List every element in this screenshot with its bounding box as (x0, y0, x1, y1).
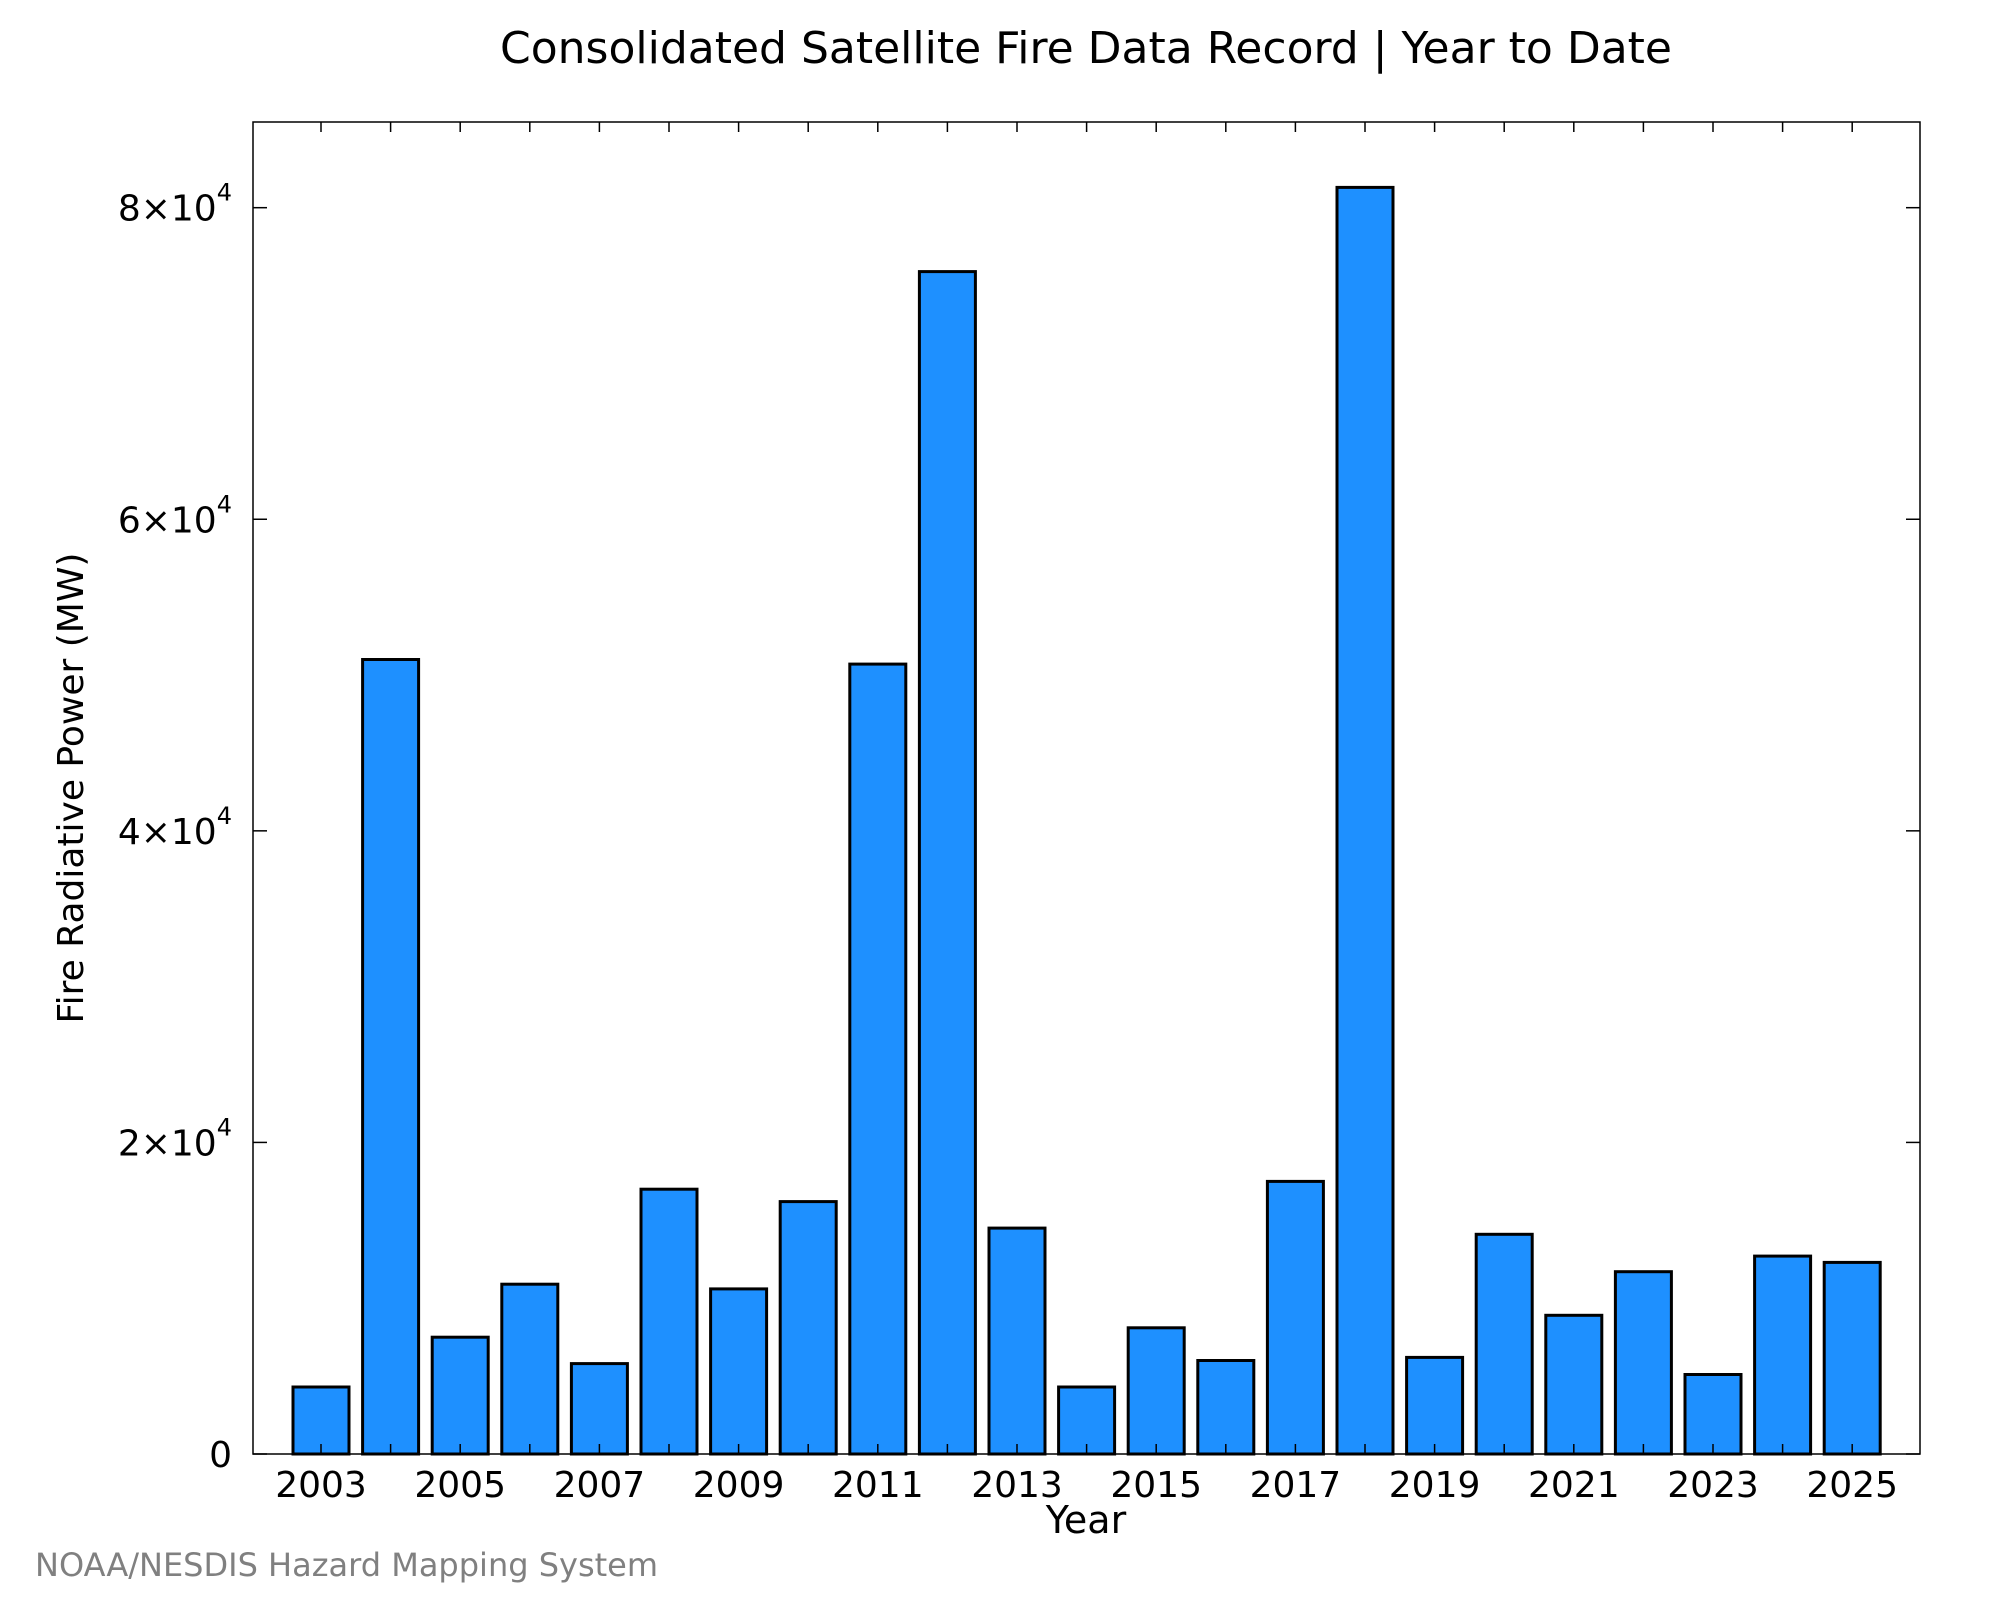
x-tick-label-2019: 2019 (1389, 1465, 1481, 1506)
bar-2022 (1613, 1270, 1673, 1456)
bar-2005 (430, 1335, 490, 1456)
y-tick-label: 0 (209, 1435, 232, 1476)
y-tick-label: 2×104 (118, 1113, 232, 1164)
x-tick-label-2023: 2023 (1667, 1465, 1759, 1506)
bar-2004 (361, 658, 421, 1456)
chart-title: Consolidated Satellite Fire Data Record … (500, 23, 1672, 74)
bar-2025 (1822, 1260, 1882, 1456)
y-tick-label: 8×104 (118, 179, 232, 230)
x-tick-label-2011: 2011 (832, 1465, 924, 1506)
bar-2011 (848, 662, 908, 1456)
x-tick-label-2021: 2021 (1528, 1465, 1620, 1506)
y-tick-label: 6×104 (118, 490, 232, 541)
y-axis-ticks: 0 2×104 4×104 6×104 8×104 (118, 179, 1920, 1476)
bar-2017 (1265, 1179, 1325, 1456)
bar-2014 (1057, 1385, 1117, 1456)
bar-2023 (1683, 1373, 1743, 1456)
bar-2021 (1544, 1313, 1604, 1456)
bar-series (291, 185, 1882, 1456)
bar-2016 (1196, 1359, 1256, 1456)
x-axis-label: Year (1045, 1498, 1127, 1542)
bar-2012 (917, 270, 977, 1456)
bar-2008 (639, 1187, 699, 1456)
bar-2007 (569, 1362, 629, 1456)
bar-2019 (1405, 1355, 1465, 1456)
plot-area-frame (252, 121, 1921, 1455)
x-tick-label-2025: 2025 (1806, 1465, 1898, 1506)
y-axis-label: Fire Radiative Power (MW) (51, 553, 92, 1024)
bar-2020 (1474, 1232, 1534, 1456)
x-tick-label-2015: 2015 (1110, 1465, 1202, 1506)
x-tick-label-2007: 2007 (554, 1465, 646, 1506)
x-tick-label-2017: 2017 (1250, 1465, 1342, 1506)
bar-2009 (709, 1287, 769, 1456)
bar-2013 (987, 1226, 1047, 1456)
x-tick-label-2005: 2005 (414, 1465, 506, 1506)
bar-2018 (1335, 185, 1395, 1456)
x-axis-ticks: 2003 2005 2007 2009 2011 2013 2015 2017 2019 2021… (275, 122, 1898, 1506)
bar-2003 (291, 1385, 351, 1456)
x-tick-label-2013: 2013 (971, 1465, 1063, 1506)
bar-2015 (1126, 1326, 1186, 1456)
x-tick-label-2009: 2009 (693, 1465, 785, 1506)
bar-2024 (1753, 1254, 1813, 1456)
y-tick-label: 4×104 (118, 802, 232, 853)
bar-2006 (500, 1282, 560, 1456)
x-tick-label-2003: 2003 (275, 1465, 367, 1506)
credit-text: NOAA/NESDIS Hazard Mapping System (35, 1546, 658, 1584)
bar-2010 (778, 1200, 838, 1456)
